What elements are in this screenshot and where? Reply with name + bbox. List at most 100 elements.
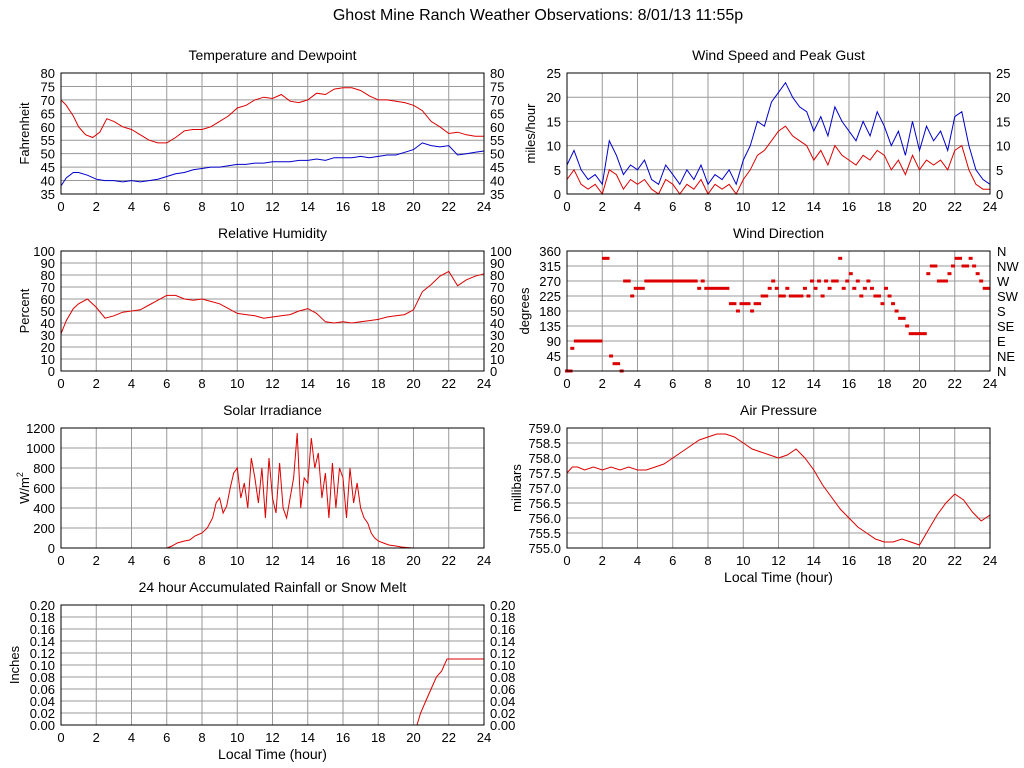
x-tick-label: 24 <box>983 553 997 568</box>
wind-direction-point <box>693 279 698 283</box>
x-tick-label: 8 <box>704 553 711 568</box>
y-tick-label: 0.04 <box>30 694 55 709</box>
wind-direction-point <box>735 309 740 313</box>
x-tick-label: 8 <box>704 376 711 391</box>
x-tick-label: 18 <box>877 553 891 568</box>
pressure-series-line <box>566 433 991 546</box>
wind-direction-point <box>743 302 748 306</box>
y-tick-label-right: 0.20 <box>490 598 515 613</box>
x-tick-label: 14 <box>301 376 315 391</box>
wind-direction-point <box>686 279 691 283</box>
y-tick-label-right: 35 <box>490 187 504 202</box>
x-tick-label: 20 <box>912 199 926 214</box>
x-tick-label: 6 <box>163 553 170 568</box>
wind-direction-point <box>986 286 991 290</box>
x-tick-label: 4 <box>634 553 641 568</box>
wind-speed-series-line <box>566 81 991 186</box>
y-tick-label-right: 40 <box>490 316 504 331</box>
wind-direction-point <box>947 272 952 276</box>
x-tick-label: 14 <box>301 730 315 745</box>
y-axis-label: Fahrenheit <box>17 102 32 165</box>
wind-direction-point <box>799 294 804 298</box>
wind-direction-point <box>891 302 896 306</box>
x-tick-label: 12 <box>265 730 279 745</box>
y-tick-label: 0.02 <box>30 706 55 721</box>
y-tick-label-right: 75 <box>490 79 504 94</box>
y-tick-label: 90 <box>547 334 561 349</box>
y-tick-label: 1000 <box>26 441 55 456</box>
y-tick-label-right: 0.12 <box>490 646 515 661</box>
rainfall-series-line <box>61 658 484 726</box>
compass-label: N <box>997 244 1006 259</box>
y-tick-label-right: 0.14 <box>490 634 515 649</box>
x-tick-label: 8 <box>198 730 205 745</box>
wind-direction-point <box>982 286 987 290</box>
y-tick-label-right: 55 <box>490 133 504 148</box>
wind-direction-point <box>887 294 892 298</box>
wind-direction-point <box>869 286 874 290</box>
y-tick-label-right: 20 <box>490 340 504 355</box>
wind-direction-point <box>912 332 917 336</box>
wind-direction-point <box>809 279 814 283</box>
x-axis-label: Local Time (hour) <box>724 569 833 585</box>
wind-direction-point <box>954 256 959 260</box>
x-tick-label: 0 <box>57 553 64 568</box>
wind-direction-point <box>633 286 638 290</box>
wind-direction-point <box>651 279 656 283</box>
y-tick-label: 0 <box>554 187 561 202</box>
wind-direction-point <box>654 279 659 283</box>
x-axis-label: Local Time (hour) <box>218 746 327 762</box>
wind-direction-point <box>855 279 860 283</box>
y-tick-label: 755.0 <box>528 541 561 556</box>
y-tick-label-right: 5 <box>996 163 1003 178</box>
wind-speed-series-line <box>566 125 990 196</box>
x-tick-label: 2 <box>599 553 606 568</box>
x-tick-label: 4 <box>128 199 135 214</box>
wind-direction-point <box>580 339 585 343</box>
y-tick-label: 80 <box>41 268 55 283</box>
x-tick-label: 10 <box>736 199 750 214</box>
y-tick-label: 180 <box>539 304 561 319</box>
wind-direction-point <box>922 332 927 336</box>
x-tick-label: 22 <box>442 730 456 745</box>
wind-direction-point <box>623 279 628 283</box>
y-tick-label-right: 10 <box>490 352 504 367</box>
y-tick-label: 315 <box>539 259 561 274</box>
x-tick-label: 6 <box>163 376 170 391</box>
x-tick-label: 12 <box>265 553 279 568</box>
x-tick-label: 2 <box>599 376 606 391</box>
wind-direction-point <box>933 264 938 268</box>
wind-direction-point <box>958 256 963 260</box>
wind-direction-point <box>679 279 684 283</box>
chart-title: Wind Speed and Peak Gust <box>692 47 865 63</box>
x-tick-label: 12 <box>265 199 279 214</box>
wind-direction-point <box>908 332 913 336</box>
wind-direction-point <box>827 286 832 290</box>
x-tick-label: 14 <box>301 199 315 214</box>
y-tick-label: 0 <box>48 541 55 556</box>
y-axis-label: miles/hour <box>523 103 538 164</box>
x-tick-label: 2 <box>93 376 100 391</box>
x-tick-label: 20 <box>406 730 420 745</box>
x-tick-label: 18 <box>371 553 385 568</box>
y-tick-label-right: 0 <box>490 364 497 379</box>
wind-direction-point <box>859 294 864 298</box>
y-tick-label-right: 0.16 <box>490 622 515 637</box>
page-title: Ghost Mine Ranch Weather Observations: 8… <box>332 7 744 24</box>
y-tick-label-right: 10 <box>996 139 1010 154</box>
wind-direction-point <box>876 294 881 298</box>
y-axis-label: W/m2 <box>15 472 32 504</box>
plot-frame <box>60 72 485 195</box>
chart-title: Wind Direction <box>733 225 824 241</box>
wind-direction-point <box>905 324 910 328</box>
y-tick-label-right: 0.00 <box>490 718 515 733</box>
wind-direction-point <box>824 279 829 283</box>
wind-direction-point <box>640 286 645 290</box>
temperature-series-line <box>60 142 485 187</box>
wind-direction-point <box>968 256 973 260</box>
x-tick-label: 12 <box>771 376 785 391</box>
wind-direction-point <box>570 346 575 350</box>
y-tick-label: 20 <box>41 340 55 355</box>
